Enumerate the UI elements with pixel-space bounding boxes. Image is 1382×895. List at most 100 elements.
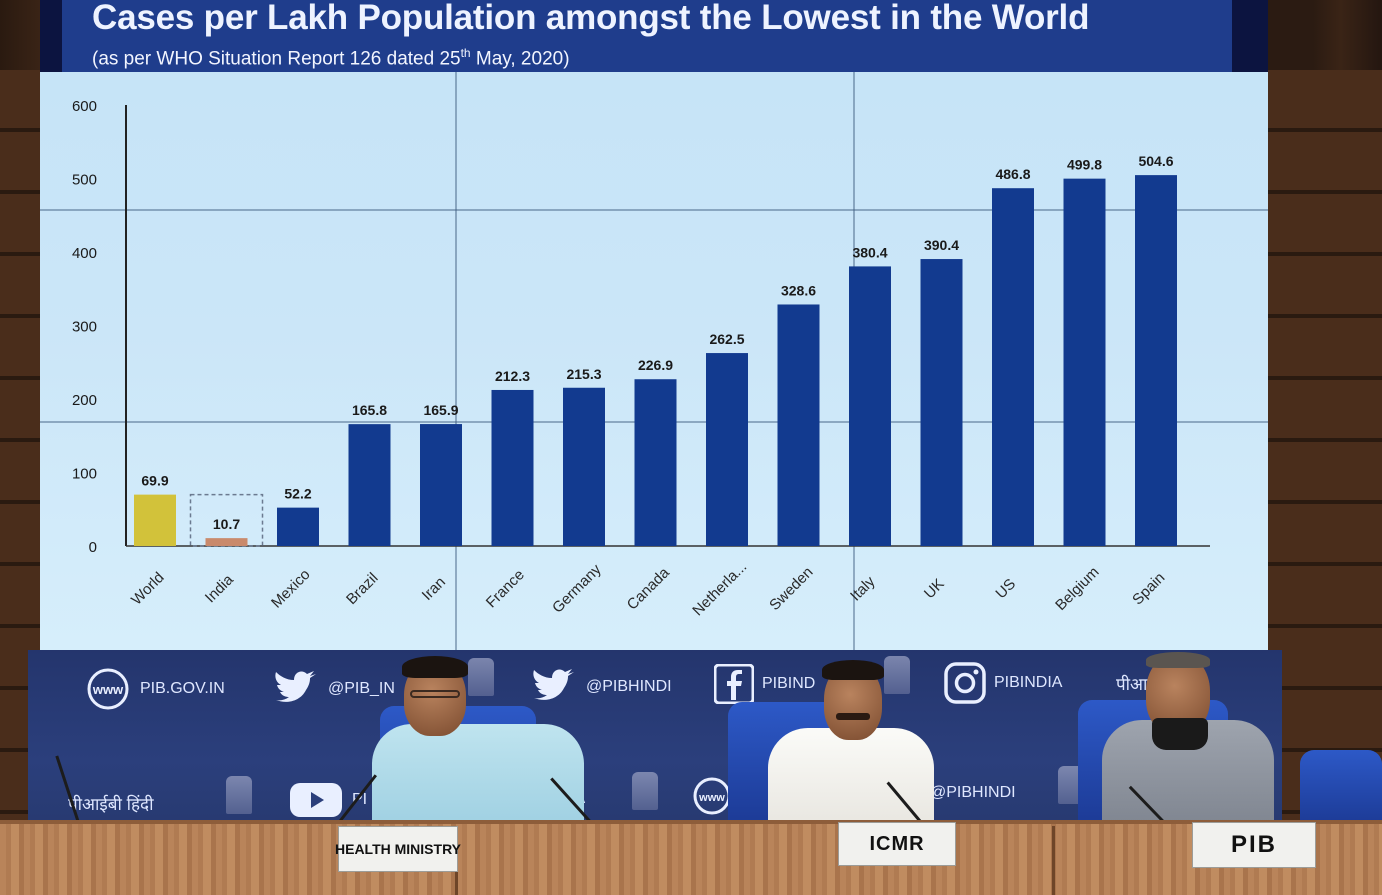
speaker-center-hair (822, 660, 884, 680)
x-tick-label: World (128, 569, 168, 609)
nameplate-health-ministry: HEALTH MINISTRY (335, 826, 461, 872)
desk-seam (1052, 826, 1055, 895)
x-tick-label: Belgium (1052, 564, 1102, 614)
bar-iran (420, 424, 462, 546)
bar-value-label: 10.7 (213, 516, 240, 532)
chart-area: 0 100 200 300 400 500 600 69.9 World 10.7 India 52.… (40, 72, 1268, 650)
bar-value-label: 165.8 (352, 402, 387, 418)
nameplate-icmr: ICMR (838, 822, 956, 866)
x-tick-label: Iran (419, 574, 449, 604)
wooden-desk (0, 824, 1382, 895)
highlight-dashed-box (189, 493, 264, 547)
speaker-left-glasses (410, 690, 460, 698)
instagram-camera-icon (944, 662, 986, 704)
bar-value-label: 390.4 (924, 237, 959, 253)
bar-spain (1135, 175, 1177, 546)
bar-value-label: 69.9 (141, 473, 168, 489)
bar-value-label: 52.2 (284, 486, 311, 502)
y-tick-label: 600 (72, 98, 97, 115)
bar-value-label: 262.5 (709, 331, 744, 347)
projection-screen: Cases per Lakh Population amongst the Lo… (40, 0, 1268, 650)
facebook-f-icon (714, 664, 754, 704)
backdrop-twitter-2: @PIBHINDI (530, 668, 672, 706)
chart-subtitle-suffix: May, 2020) (470, 48, 570, 70)
chart-subtitle-prefix: (as per WHO Situation Report 126 dated 2… (92, 48, 461, 70)
bar-sweden (777, 304, 820, 546)
backdrop-hindi-2-label: पीआईबी हिंदी (68, 795, 154, 814)
x-tick-label: Italy (847, 573, 879, 605)
y-tick-label: 300 (72, 319, 97, 336)
bar-value-label: 499.8 (1067, 157, 1102, 173)
bar-value-label: 215.3 (566, 366, 601, 382)
x-tick-label: Germany (549, 561, 605, 617)
twitter-bird-icon (530, 668, 578, 706)
backdrop-website-label: PIB.GOV.IN (140, 680, 225, 697)
speaker-right-face-mask (1152, 718, 1208, 750)
backdrop-handle-lower: @PIBHINDI (930, 784, 1016, 802)
backdrop-facebook: PIBIND (714, 664, 815, 704)
globe-icon: www (692, 772, 732, 820)
backdrop-hindi-2: पीआईबी हिंदी (68, 792, 153, 815)
backdrop-facebook-label: PIBIND (762, 675, 816, 692)
y-tick-label: 500 (72, 172, 97, 189)
chart-title: Cases per Lakh Population amongst the Lo… (92, 0, 1090, 37)
x-tick-label: Netherla... (689, 558, 750, 619)
bar-france (491, 389, 534, 546)
svg-text:www: www (92, 682, 124, 697)
x-tick-label: India (202, 571, 237, 606)
chair-far-right (1300, 750, 1382, 826)
speaker-left-hair (402, 656, 468, 678)
globe-icon: www (84, 668, 132, 710)
bar-chart: 0 100 200 300 400 500 600 69.9 World 10.7 India 52.… (40, 72, 1268, 650)
x-tick-label: Canada (624, 564, 674, 614)
speaker-center-shirt (768, 728, 934, 828)
bar-mexico (277, 507, 319, 546)
bar-value-label: 486.8 (995, 166, 1030, 182)
national-emblem-icon (632, 772, 658, 810)
bar-canada (634, 379, 677, 546)
backdrop-twitter-1: @PIB_IN (272, 670, 395, 708)
x-tick-label: US (992, 575, 1019, 602)
pib-backdrop-banner: www PIB.GOV.IN @PIB_IN @PIBHINDI PIBIND … (28, 650, 1282, 835)
y-tick-label: 0 (89, 539, 97, 556)
backdrop-handle-lower-label: @PIBHINDI (930, 784, 1016, 801)
backdrop-twitter-1-label: @PIB_IN (328, 680, 395, 697)
chart-subtitle: (as per WHO Situation Report 126 dated 2… (92, 46, 570, 70)
national-emblem-icon (884, 656, 910, 694)
bar-us (992, 188, 1034, 546)
speaker-left-shirt (372, 724, 584, 828)
bar-uk (920, 259, 963, 546)
twitter-bird-icon (272, 670, 320, 708)
backdrop-youtube: PI (288, 780, 367, 820)
bar-brazil (348, 424, 391, 546)
youtube-play-icon (288, 780, 344, 820)
national-emblem-icon (226, 776, 252, 814)
wood-panel-wall-right (1262, 70, 1382, 830)
chart-subtitle-superscript: th (460, 46, 471, 60)
x-tick-label: Spain (1129, 569, 1168, 608)
backdrop-website: www PIB.GOV.IN (84, 668, 225, 710)
nameplate-pib: PIB (1192, 822, 1316, 868)
backdrop-instagram-label: PIBINDIA (994, 674, 1063, 691)
bar-value-label: 504.6 (1138, 153, 1173, 169)
y-tick-label: 200 (72, 392, 97, 409)
bar-value-label: 226.9 (638, 357, 673, 373)
x-tick-label: UK (921, 575, 948, 602)
backdrop-instagram: PIBINDIA (944, 662, 1062, 704)
speaker-center-moustache (836, 713, 870, 720)
bar-value-label: 380.4 (852, 244, 887, 260)
x-tick-label: Sweden (766, 564, 816, 614)
backdrop-twitter-2-label: @PIBHINDI (586, 678, 672, 695)
www-icon-label: www (698, 792, 725, 804)
bar-world (134, 494, 176, 546)
bar-netherla (706, 353, 748, 546)
bar-india (205, 538, 248, 546)
chart-title-band: Cases per Lakh Population amongst the Lo… (62, 0, 1232, 72)
bar-value-label: 212.3 (495, 368, 530, 384)
bar-italy (849, 266, 891, 546)
bar-germany (563, 387, 605, 546)
backdrop-youtube-label: PI (352, 791, 368, 808)
speaker-right-hair (1146, 652, 1210, 668)
y-tick-label: 400 (72, 245, 97, 262)
